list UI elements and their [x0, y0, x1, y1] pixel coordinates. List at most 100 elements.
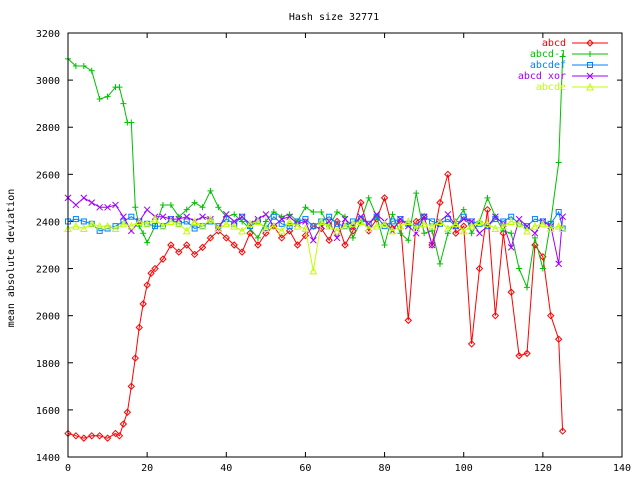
data-point	[357, 198, 365, 207]
data-point	[159, 255, 167, 263]
data-point	[357, 217, 365, 225]
data-point	[231, 211, 238, 218]
data-point	[207, 187, 214, 194]
data-point	[112, 201, 119, 209]
legend-marker	[586, 39, 594, 47]
data-point	[302, 204, 309, 211]
y-tick-label: 1800	[36, 359, 60, 370]
data-point	[143, 219, 151, 228]
data-point	[116, 84, 123, 91]
data-point	[404, 217, 413, 225]
data-point	[119, 420, 128, 428]
y-tick-label: 2000	[36, 312, 60, 323]
data-point	[95, 432, 104, 440]
data-point	[123, 408, 132, 416]
data-point	[444, 170, 452, 179]
data-point	[309, 236, 317, 244]
data-point	[198, 243, 207, 252]
data-point	[127, 382, 136, 391]
data-point	[183, 218, 190, 225]
data-point	[190, 217, 199, 225]
x-tick-label: 0	[65, 463, 71, 474]
y-tick-label: 3200	[36, 29, 60, 40]
data-point	[559, 53, 566, 60]
data-point	[262, 211, 270, 218]
data-point	[412, 224, 421, 233]
data-point	[206, 214, 215, 223]
data-point	[119, 219, 128, 228]
data-point	[246, 219, 254, 228]
data-point	[468, 230, 475, 237]
data-point	[215, 204, 222, 211]
data-point	[167, 217, 175, 225]
data-point	[238, 213, 246, 221]
data-point	[191, 225, 198, 232]
x-tick-label: 100	[455, 463, 473, 474]
data-point	[334, 220, 341, 227]
y-tick-label: 2800	[36, 123, 60, 134]
data-point	[555, 260, 563, 268]
data-point	[167, 201, 174, 208]
data-point	[539, 265, 546, 272]
data-point	[139, 300, 147, 308]
data-point	[484, 194, 491, 201]
data-point	[420, 219, 428, 228]
data-point	[325, 236, 333, 244]
data-point	[277, 234, 286, 242]
x-tick-label: 20	[141, 463, 153, 474]
data-point	[309, 266, 318, 275]
data-point	[559, 213, 566, 221]
data-point	[357, 213, 365, 221]
data-point	[174, 219, 183, 228]
data-point	[262, 218, 269, 225]
data-point	[452, 229, 460, 237]
x-tick-label: 40	[220, 463, 232, 474]
data-point	[554, 222, 563, 230]
data-point	[404, 316, 413, 325]
data-point	[278, 220, 285, 227]
data-point	[159, 213, 167, 221]
data-point	[516, 265, 523, 272]
y-tick-label: 1600	[36, 406, 60, 417]
data-point	[531, 229, 539, 237]
data-point	[554, 335, 563, 343]
data-point	[428, 241, 436, 249]
data-point	[132, 204, 139, 211]
data-point	[72, 201, 80, 209]
data-point	[103, 222, 112, 230]
data-point	[349, 234, 356, 241]
data-point	[182, 226, 191, 235]
data-point	[222, 211, 230, 218]
data-point	[238, 248, 246, 256]
data-point	[222, 234, 230, 242]
legend-marker	[586, 72, 594, 80]
data-point	[183, 241, 191, 249]
data-point	[397, 215, 404, 223]
data-point	[397, 216, 404, 223]
data-point	[444, 224, 452, 233]
data-point	[373, 211, 381, 218]
data-point	[80, 224, 88, 233]
data-point	[285, 227, 294, 235]
data-point	[389, 218, 396, 225]
data-point	[468, 218, 475, 225]
data-point	[88, 432, 96, 440]
data-point	[515, 352, 523, 360]
data-point	[143, 281, 151, 289]
legend-marker	[587, 51, 593, 57]
data-point	[120, 213, 127, 221]
chart-title: Hash size 32771	[289, 12, 379, 23]
series-line	[67, 197, 564, 264]
data-point	[515, 219, 523, 228]
data-point	[460, 215, 468, 223]
data-point	[531, 216, 538, 223]
data-point	[72, 222, 80, 230]
data-point	[199, 204, 206, 211]
x-tick-label: 80	[379, 463, 391, 474]
data-point	[301, 231, 310, 240]
data-point	[349, 219, 357, 228]
data-point	[365, 220, 373, 228]
data-point	[72, 216, 79, 223]
data-point	[152, 223, 159, 230]
data-point	[144, 239, 151, 246]
